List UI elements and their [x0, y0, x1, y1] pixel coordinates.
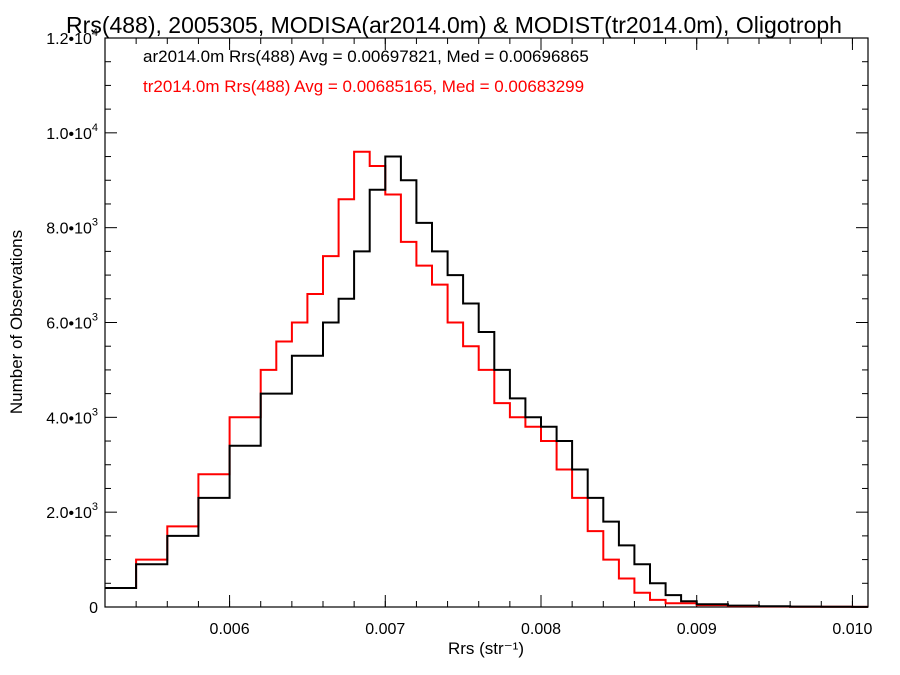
x-axis-label: Rrs (str⁻¹): [448, 639, 524, 658]
y-tick-mantissa: 0: [89, 600, 98, 617]
series-line-ar2014: [105, 155, 868, 608]
y-tick-exponent: 3: [92, 312, 98, 324]
x-tick-label: 0.010: [832, 621, 872, 638]
y-tick-label: 2.0•103: [46, 501, 98, 522]
x-tick-label: 0.009: [677, 621, 717, 638]
y-tick-mantissa: 8.0•10: [46, 221, 92, 238]
legend: ar2014.0m Rrs(488) Avg = 0.00697821, Med…: [143, 47, 589, 96]
x-tick-label: 0.007: [365, 621, 405, 638]
chart-title: Rrs(488), 2005305, MODISA(ar2014.0m) & M…: [66, 12, 842, 38]
y-tick-label: 0: [89, 600, 98, 617]
y-tick-label: 4.0•103: [46, 406, 98, 427]
y-tick-exponent: 3: [92, 501, 98, 513]
y-axis: 02.0•1034.0•1036.0•1038.0•1031.0•1041.2•…: [46, 27, 868, 617]
x-tick-label: 0.006: [210, 621, 250, 638]
y-tick-exponent: 4: [92, 27, 98, 39]
y-tick-exponent: 3: [92, 406, 98, 418]
series-line-tr2014: [105, 150, 868, 608]
x-axis: 0.006 0.007 0.008 0.009 0.010: [135, 38, 873, 638]
y-tick-mantissa: 1.2•10: [46, 31, 92, 48]
y-tick-mantissa: 6.0•10: [46, 316, 92, 333]
y-tick-exponent: 4: [92, 122, 98, 134]
series-layer: [105, 150, 868, 608]
legend-entry: ar2014.0m Rrs(488) Avg = 0.00697821, Med…: [143, 47, 589, 66]
y-tick-exponent: 3: [92, 217, 98, 229]
y-tick-label: 1.0•104: [46, 122, 98, 143]
y-tick-label: 1.2•104: [46, 27, 98, 48]
plot-frame: [104, 37, 869, 608]
x-tick-label: 0.008: [521, 621, 561, 638]
y-tick-mantissa: 1.0•10: [46, 126, 92, 143]
legend-entry: tr2014.0m Rrs(488) Avg = 0.00685165, Med…: [143, 77, 584, 96]
y-tick-mantissa: 4.0•10: [46, 410, 92, 427]
y-tick-label: 8.0•103: [46, 217, 98, 238]
y-axis-label: Number of Observations: [7, 230, 26, 414]
y-tick-label: 6.0•103: [46, 312, 98, 333]
y-tick-mantissa: 2.0•10: [46, 505, 92, 522]
